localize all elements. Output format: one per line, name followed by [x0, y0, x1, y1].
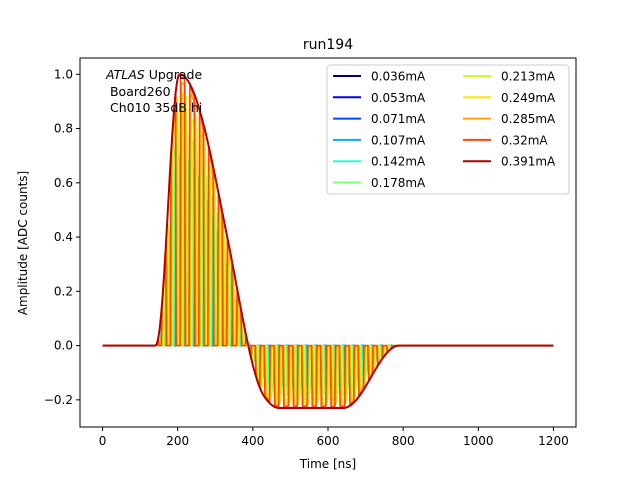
legend-label: 0.249mA	[501, 91, 556, 105]
legend-label: 0.32mA	[501, 133, 548, 147]
annotation-line1: ATLAS Upgrade	[105, 67, 202, 82]
series-line-0.391mA	[102, 73, 554, 409]
x-tick-label: 800	[392, 434, 415, 448]
legend-label: 0.285mA	[501, 112, 556, 126]
legend-label: 0.142mA	[371, 155, 426, 169]
x-axis: 0 200 400 600 800 1000 1200	[99, 427, 569, 448]
annotation: ATLAS Upgrade Board260 Ch010 35dB hi	[105, 67, 202, 115]
legend-label: 0.107mA	[371, 133, 426, 147]
legend: 0.036mA 0.053mA 0.071mA 0.107mA 0.142mA 0.178…	[326, 64, 570, 195]
y-tick-label: 0.2	[54, 284, 73, 298]
legend-label: 0.036mA	[371, 70, 426, 84]
legend-label: 0.213mA	[501, 70, 556, 84]
y-tick-label: 0.8	[54, 122, 73, 136]
annotation-italic: ATLAS	[105, 67, 145, 82]
annotation-line2: Board260	[106, 84, 171, 99]
annotation-line3: Ch010 35dB hi	[106, 100, 202, 115]
legend-label: 0.391mA	[501, 155, 556, 169]
legend-label: 0.053mA	[371, 91, 426, 105]
series-layer	[102, 73, 554, 409]
x-tick-label: 200	[166, 434, 189, 448]
chart-title: run194	[303, 37, 353, 53]
y-tick-label: 0.6	[54, 176, 73, 190]
legend-box	[326, 64, 570, 195]
y-tick-label: 0.4	[54, 230, 73, 244]
x-tick-label: 1000	[463, 434, 494, 448]
x-tick-label: 1200	[538, 434, 569, 448]
x-tick-label: 0	[99, 434, 107, 448]
y-axis: −0.2 0.0 0.2 0.4 0.6 0.8 1.0	[44, 67, 80, 407]
y-axis-label: Amplitude [ADC counts]	[16, 171, 30, 315]
y-tick-label: 0.0	[54, 339, 73, 353]
y-tick-label: 1.0	[54, 67, 73, 81]
y-tick-label: −0.2	[44, 393, 73, 407]
annotation-line1-rest: Upgrade	[145, 67, 203, 82]
legend-label: 0.071mA	[371, 112, 426, 126]
x-tick-label: 600	[317, 434, 340, 448]
legend-label: 0.178mA	[371, 176, 426, 190]
x-axis-label: Time [ns]	[299, 457, 356, 471]
x-tick-label: 400	[241, 434, 264, 448]
